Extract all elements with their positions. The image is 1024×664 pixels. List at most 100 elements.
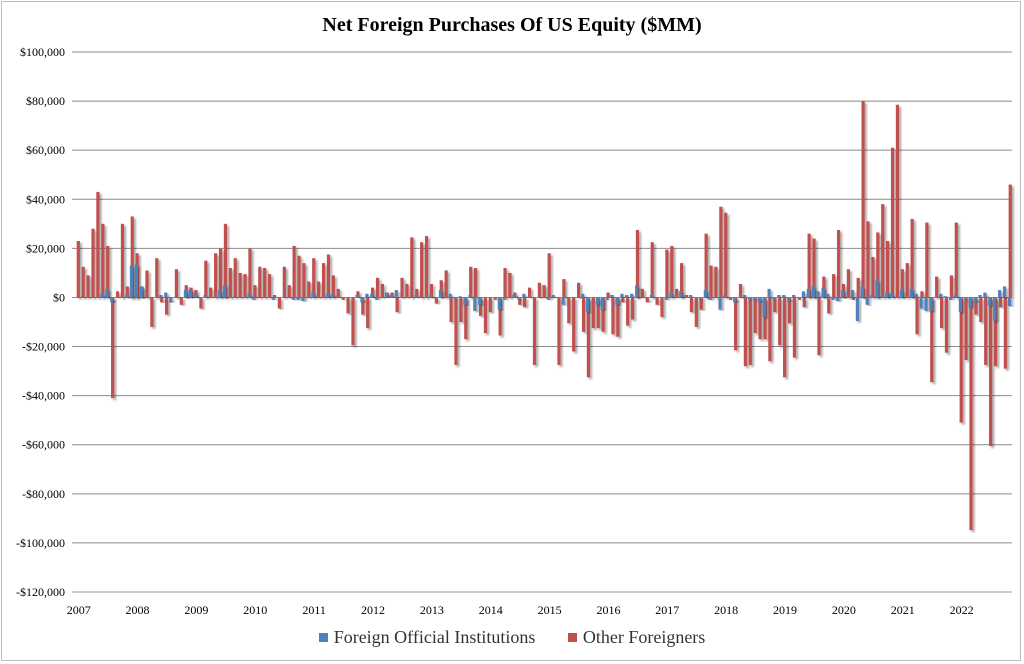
bar-other-foreigners bbox=[312, 258, 316, 298]
bar-other-foreigners bbox=[866, 221, 870, 298]
bar-foreign-official bbox=[522, 293, 526, 298]
bar-foreign-official bbox=[998, 290, 1002, 298]
x-tick-label: 2015 bbox=[538, 603, 562, 617]
bar-other-foreigners bbox=[336, 288, 340, 298]
bar-foreign-official bbox=[497, 297, 501, 310]
x-tick-label: 2007 bbox=[67, 603, 91, 617]
y-tick-label: $0 bbox=[53, 290, 65, 304]
bar-foreign-official bbox=[183, 290, 188, 298]
bar-other-foreigners bbox=[287, 285, 291, 298]
bar-foreign-official bbox=[365, 293, 369, 298]
bar-other-foreigners bbox=[164, 297, 169, 315]
bar-foreign-official bbox=[375, 297, 379, 300]
x-tick-label: 2012 bbox=[361, 603, 385, 617]
bar-foreign-official bbox=[689, 295, 693, 298]
bar-foreign-official bbox=[581, 293, 585, 298]
bar-other-foreigners bbox=[743, 297, 747, 367]
bar-other-foreigners bbox=[410, 237, 414, 298]
bar-foreign-official bbox=[188, 290, 192, 298]
bar-other-foreigners bbox=[709, 265, 713, 298]
bar-other-foreigners bbox=[498, 297, 502, 336]
bar-foreign-official bbox=[698, 297, 703, 300]
bar-foreign-official bbox=[384, 292, 389, 298]
bar-foreign-official bbox=[620, 293, 624, 298]
bar-foreign-official bbox=[129, 265, 134, 298]
bar-other-foreigners bbox=[218, 248, 223, 298]
bar-other-foreigners bbox=[209, 287, 213, 298]
bar-other-foreigners bbox=[248, 248, 252, 298]
bar-foreign-official bbox=[635, 285, 639, 298]
bar-other-foreigners bbox=[993, 297, 998, 367]
bar-foreign-official bbox=[993, 297, 997, 321]
bar-other-foreigners bbox=[596, 297, 600, 329]
bar-other-foreigners bbox=[645, 297, 649, 303]
bar-foreign-official bbox=[679, 291, 683, 298]
bar-other-foreigners bbox=[856, 277, 860, 298]
bar-foreign-official bbox=[948, 297, 953, 300]
bar-other-foreigners bbox=[787, 297, 792, 324]
bars bbox=[76, 101, 1012, 531]
bar-other-foreigners bbox=[111, 297, 115, 399]
bar-foreign-official bbox=[865, 297, 869, 305]
bar-other-foreigners bbox=[361, 297, 365, 315]
bar-other-foreigners bbox=[925, 222, 929, 298]
bar-foreign-official bbox=[968, 297, 972, 308]
bar-foreign-official bbox=[247, 293, 251, 298]
bar-other-foreigners bbox=[640, 288, 644, 298]
bar-other-foreigners bbox=[616, 297, 620, 337]
bar-other-foreigners bbox=[429, 283, 434, 298]
bar-foreign-official bbox=[801, 291, 806, 298]
bar-foreign-official bbox=[615, 297, 619, 305]
bar-foreign-official bbox=[517, 297, 521, 300]
bar-other-foreigners bbox=[959, 297, 963, 423]
bar-other-foreigners bbox=[939, 297, 944, 329]
bar-other-foreigners bbox=[547, 253, 551, 298]
y-tick-label: -$100,000 bbox=[16, 536, 65, 550]
bar-other-foreigners bbox=[174, 269, 178, 298]
x-tick-label: 2016 bbox=[596, 603, 620, 617]
bar-other-foreigners bbox=[101, 223, 105, 298]
bar-foreign-official bbox=[855, 297, 859, 322]
bar-other-foreigners bbox=[797, 297, 801, 300]
bar-other-foreigners bbox=[635, 229, 640, 298]
bar-foreign-official bbox=[218, 290, 222, 298]
bar-other-foreigners bbox=[317, 281, 321, 298]
bar-foreign-official bbox=[919, 297, 923, 309]
bar-other-foreigners bbox=[964, 297, 968, 361]
bar-other-foreigners bbox=[130, 216, 134, 298]
bar-other-foreigners bbox=[881, 204, 885, 298]
bar-other-foreigners bbox=[223, 223, 228, 298]
bar-other-foreigners bbox=[120, 223, 125, 298]
bar-other-foreigners bbox=[228, 268, 232, 298]
bar-foreign-official bbox=[389, 295, 394, 298]
chart-title: Net Foreign Purchases Of US Equity ($MM) bbox=[322, 14, 702, 36]
bar-foreign-official bbox=[159, 295, 163, 298]
bar-other-foreigners bbox=[326, 254, 331, 298]
bar-other-foreigners bbox=[832, 274, 836, 298]
bar-other-foreigners bbox=[125, 286, 129, 298]
y-axis-ticks: $100,000 $80,000 $60,000 $40,000 $20,000 $0 -$… bbox=[16, 45, 65, 599]
bar-other-foreigners bbox=[753, 297, 757, 334]
x-tick-label: 2008 bbox=[126, 603, 150, 617]
x-tick-label: 2013 bbox=[420, 603, 444, 617]
bar-other-foreigners bbox=[699, 297, 703, 310]
bar-foreign-official bbox=[355, 295, 359, 298]
bar-foreign-official bbox=[890, 293, 894, 298]
bar-other-foreigners bbox=[233, 258, 237, 298]
bar-other-foreigners bbox=[812, 238, 816, 298]
bar-other-foreigners bbox=[503, 268, 507, 298]
bar-other-foreigners bbox=[748, 297, 752, 365]
legend-item-official: Foreign Official Institutions bbox=[318, 627, 535, 648]
y-tick-label: $20,000 bbox=[26, 241, 65, 255]
bar-other-foreigners bbox=[572, 297, 576, 352]
bar-other-foreigners bbox=[238, 272, 242, 298]
bar-foreign-official bbox=[816, 291, 820, 298]
bar-other-foreigners bbox=[356, 291, 360, 298]
bar-other-foreigners bbox=[871, 256, 875, 298]
bar-other-foreigners bbox=[1008, 184, 1012, 298]
bar-foreign-official bbox=[110, 297, 114, 303]
bar-other-foreigners bbox=[567, 297, 571, 324]
bar-other-foreigners bbox=[341, 297, 345, 300]
bar-foreign-official bbox=[169, 297, 173, 303]
